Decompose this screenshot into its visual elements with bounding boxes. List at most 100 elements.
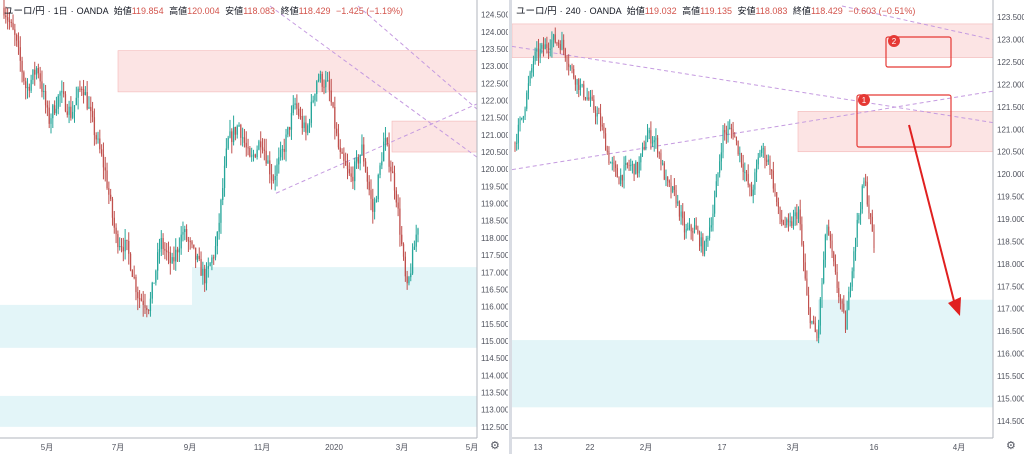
candle-body [715,181,717,198]
y-tick-label: 120.000 [481,165,508,174]
candle-body [138,298,141,300]
candle-body [610,162,612,164]
candle-body [173,257,175,262]
right-symbol[interactable]: ユーロ/円 [516,6,557,17]
candle-body [97,138,99,140]
candle-body [871,216,873,232]
candle-body [698,232,701,247]
candle-body [171,257,173,264]
candle-body [115,227,117,235]
candle-body [323,86,325,88]
candle-body [104,167,106,171]
candle-body [719,161,721,173]
x-tick-label: 13 [534,443,543,452]
candle-body [23,72,25,82]
candle-body [556,42,558,44]
candle-body [655,137,657,141]
y-tick-label: 114.500 [997,417,1024,426]
y-tick-label: 118.500 [997,237,1024,246]
left-interval[interactable]: 1日 [53,6,68,16]
candle-body [341,151,343,154]
y-tick-label: 123.500 [481,45,508,54]
candle-body [218,222,220,232]
candle-body [813,320,815,323]
candle-body [658,152,660,154]
right-chart-panel[interactable]: 123.500 123.000 122.500 122.000 121.500 121.0… [512,0,1024,454]
candle-body [296,103,298,109]
candle-body [348,169,350,174]
candle-body [278,157,280,165]
candle-body [166,250,168,252]
left-chart-canvas[interactable]: 124.500 124.000 123.500 123.000 122.500 122.0… [0,0,508,454]
demand-zone [192,267,477,307]
right-source: OANDA [589,6,622,16]
candle-body [620,175,622,185]
candle-body [19,47,21,61]
candle-body [529,72,531,84]
gear-icon[interactable]: ⚙ [1006,440,1016,452]
candle-body [517,124,519,143]
candle-body [147,310,150,312]
candle-body [621,175,623,181]
candle-body [831,240,833,253]
candle-body [714,197,716,214]
candle-body [553,34,555,40]
candle-body [660,153,662,165]
candle-body [334,106,336,129]
candle-body [549,48,551,50]
candle-body [865,181,867,183]
candle-body [332,102,334,107]
candle-body [21,60,23,73]
gear-icon[interactable]: ⚙ [490,440,500,452]
candle-body [187,239,190,242]
candle-body [611,162,613,164]
candle-body [236,126,238,135]
right-interval[interactable]: 240 [565,6,581,16]
candle-body [160,238,162,250]
candle-body [131,270,134,277]
candle-body [142,300,144,306]
candle-body [584,97,587,100]
candle-body [685,228,687,233]
candle-body [628,164,630,166]
candle-body [41,81,43,92]
candle-body [202,268,204,276]
candle-body [707,238,709,240]
y-tick-label: 116.500 [997,327,1024,336]
candle-body [238,124,240,127]
candle-body [712,213,714,226]
candle-body [536,48,538,52]
annotation-box-1 [856,94,952,148]
candle-body [541,44,543,49]
candle-body [198,255,200,259]
candle-body [88,106,90,109]
candle-body [191,241,193,245]
candle-body [189,241,191,243]
candle-body [410,273,412,278]
y-tick-label: 124.000 [481,28,508,37]
right-chart-canvas[interactable]: 123.500 123.000 122.500 122.000 121.500 121.0… [512,0,1024,454]
candle-body [745,171,748,175]
candle-body [366,171,369,182]
candle-body [781,219,783,222]
candle-body [623,165,625,181]
candle-body [717,172,719,182]
candle-body [854,237,857,252]
candle-body [863,181,865,187]
candle-body [251,155,253,157]
panel-divider[interactable] [509,0,512,454]
candle-body [169,252,171,264]
y-tick-label: 122.000 [481,96,508,105]
candle-body [57,95,59,109]
candle-body [823,259,825,283]
left-symbol[interactable]: ユーロ/円 [4,6,45,17]
left-open-value: 119.854 [131,6,164,16]
candle-body [646,133,649,142]
left-high-value: 120.004 [187,6,220,16]
y-tick-label: 115.500 [481,320,508,329]
candle-body [153,282,155,284]
left-chart-panel[interactable]: 124.500 124.000 123.500 123.000 122.500 122.0… [0,0,508,454]
candle-body [631,164,633,166]
candle-body [64,94,67,112]
candle-body [613,162,615,165]
